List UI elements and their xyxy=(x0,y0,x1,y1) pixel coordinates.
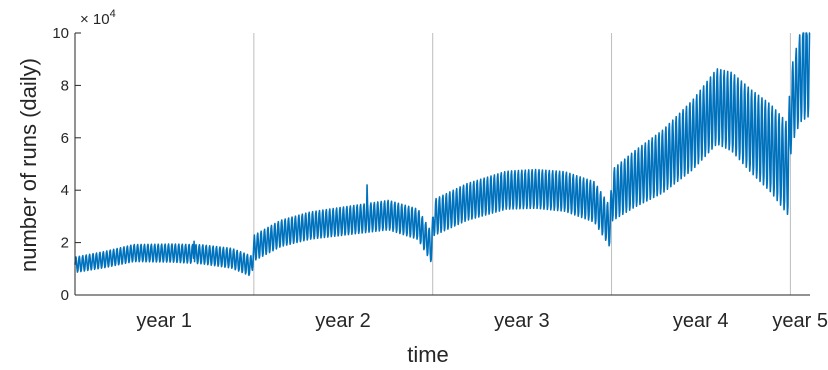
y-ticks: 0 2 4 6 8 10 xyxy=(52,25,81,304)
y-multiplier: × 104 xyxy=(80,8,116,28)
y-multiplier-base: × 10 xyxy=(80,11,110,28)
y-axis-label: number of runs (daily) xyxy=(16,58,41,272)
x-category-label: year 5 xyxy=(772,310,828,332)
y-tick-label: 10 xyxy=(52,25,69,42)
x-category-label: year 1 xyxy=(136,310,192,332)
x-category-labels: year 1 year 2 year 3 year 4 year 5 xyxy=(136,310,828,332)
series-group xyxy=(74,32,811,277)
series-line xyxy=(74,32,811,277)
x-category-label: year 4 xyxy=(673,310,729,332)
x-axis-label: time xyxy=(407,342,449,367)
y-tick-label: 2 xyxy=(61,235,69,252)
y-tick-label: 0 xyxy=(61,287,69,304)
y-tick-label: 4 xyxy=(61,182,69,199)
axes xyxy=(74,33,810,296)
x-category-label: year 3 xyxy=(494,310,550,332)
y-tick-label: 8 xyxy=(61,77,69,94)
x-category-label: year 2 xyxy=(315,310,371,332)
y-multiplier-exponent: 4 xyxy=(110,8,116,20)
y-tick-label: 6 xyxy=(61,130,69,147)
year-boundary-lines xyxy=(253,33,791,295)
